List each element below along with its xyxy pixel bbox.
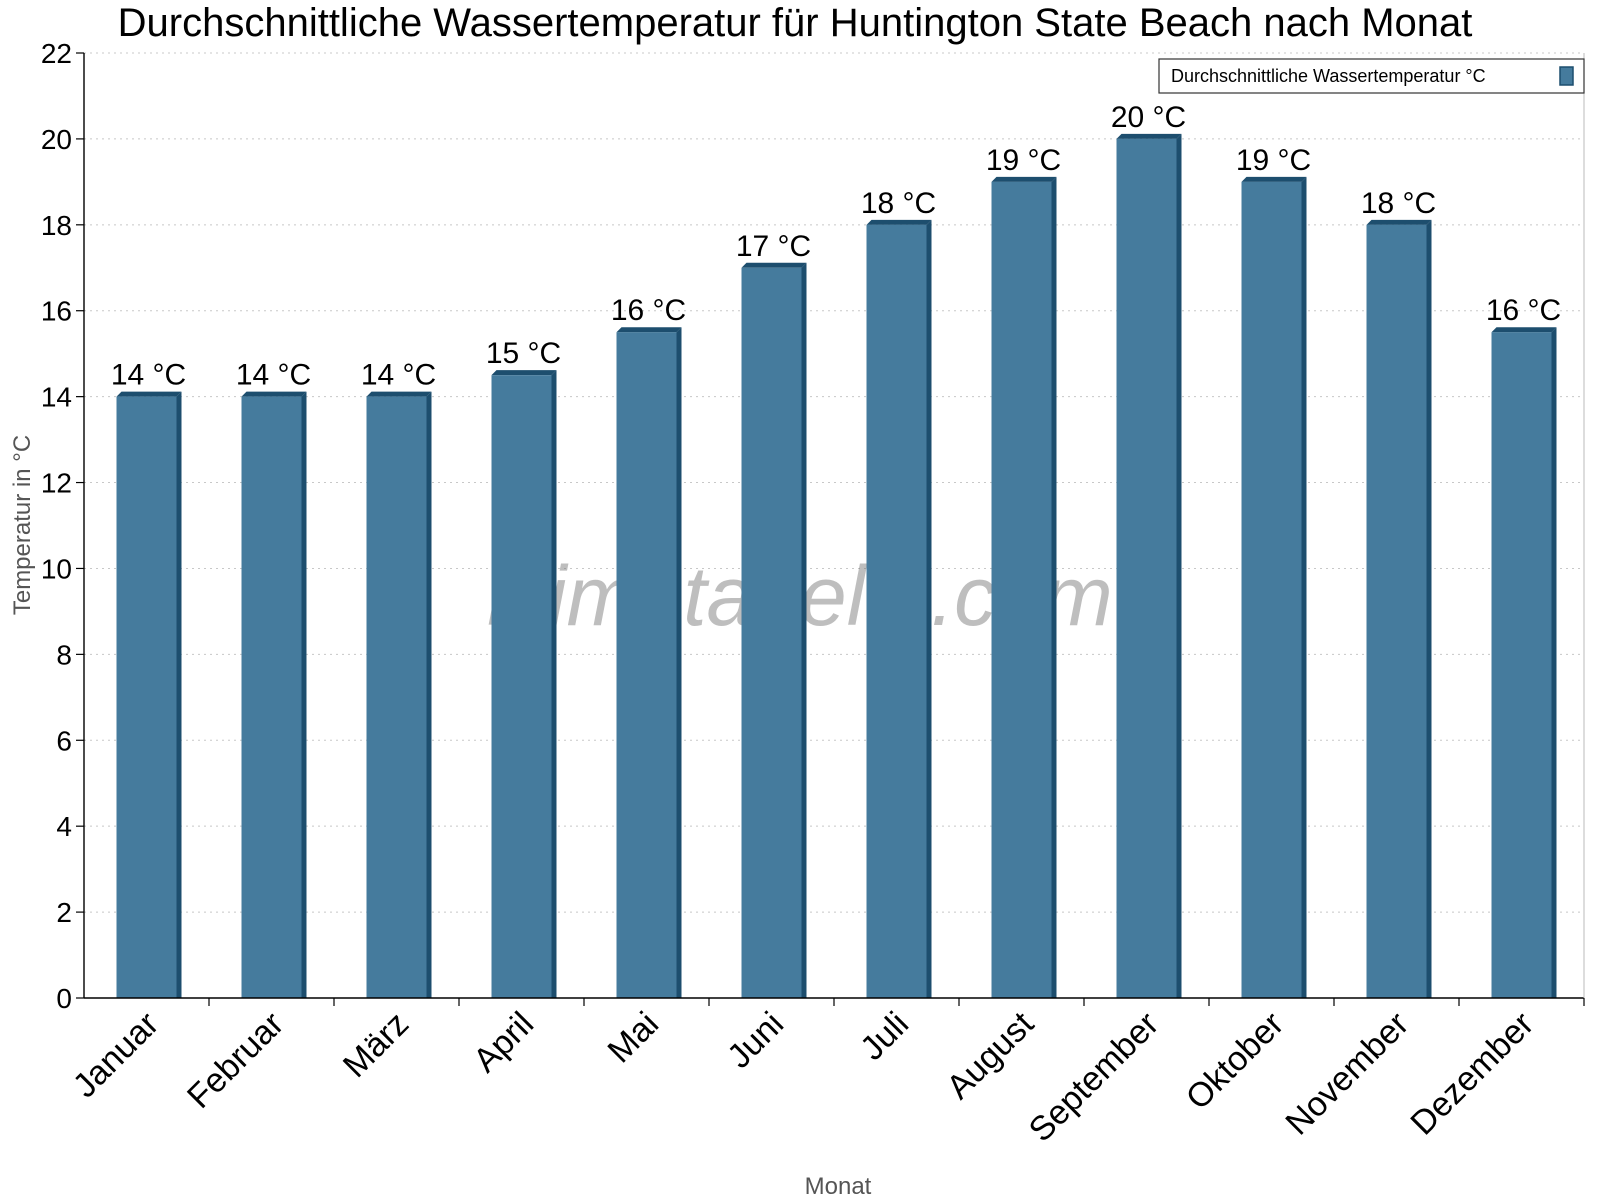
bar-front bbox=[1491, 332, 1552, 998]
bar-top bbox=[991, 176, 1057, 182]
y-tick-label: 10 bbox=[41, 553, 72, 584]
bar-top bbox=[491, 370, 557, 376]
data-label: 17 °C bbox=[736, 230, 811, 263]
data-label: 15 °C bbox=[486, 337, 561, 370]
bar-side bbox=[1051, 176, 1057, 998]
bars bbox=[116, 133, 1557, 999]
bar-top bbox=[741, 262, 807, 268]
y-tick-label: 18 bbox=[41, 210, 72, 241]
bar-side bbox=[1551, 327, 1557, 998]
bar-top bbox=[116, 391, 182, 397]
data-label: 20 °C bbox=[1111, 101, 1186, 134]
gridlines bbox=[84, 52, 1584, 913]
bar-side bbox=[676, 327, 682, 998]
bar-front bbox=[1241, 181, 1302, 998]
bar-9 bbox=[1116, 133, 1182, 999]
bar-top bbox=[241, 391, 307, 397]
bar-front bbox=[741, 267, 802, 999]
bar-4 bbox=[491, 370, 557, 999]
legend: Durchschnittliche Wassertemperatur °C bbox=[1158, 58, 1585, 94]
axes bbox=[76, 52, 1585, 1006]
y-tick-label: 22 bbox=[41, 38, 72, 69]
bar-7 bbox=[866, 219, 932, 998]
x-tick-label: Juni bbox=[720, 1005, 791, 1076]
bar-top bbox=[616, 327, 682, 333]
bar-front bbox=[866, 224, 927, 998]
y-tick-labels: 0 2 4 6 8 10 12 14 16 18 20 22 bbox=[41, 38, 72, 1014]
y-axis-label: Temperatur in °C bbox=[9, 435, 36, 615]
legend-swatch bbox=[1559, 66, 1574, 86]
bar-11 bbox=[1366, 219, 1432, 998]
y-tick-label: 16 bbox=[41, 296, 72, 327]
y-tick-label: 4 bbox=[56, 811, 72, 842]
x-tick-labels: Januar Februar März April Mai Juni Juli AugustS… bbox=[66, 1004, 1541, 1149]
bar-top bbox=[366, 391, 432, 397]
y-tick-label: 6 bbox=[56, 725, 72, 756]
bar-front bbox=[491, 375, 552, 999]
bar-side bbox=[1301, 176, 1307, 998]
bar-side bbox=[801, 262, 807, 999]
data-label: 16 °C bbox=[611, 294, 686, 327]
x-tick-label: November bbox=[1278, 1005, 1416, 1143]
bar-10 bbox=[1241, 176, 1307, 998]
y-tick-label: 12 bbox=[41, 468, 72, 499]
x-tick-label: Oktober bbox=[1179, 1005, 1291, 1117]
data-label: 18 °C bbox=[1361, 187, 1436, 220]
data-labels: 14 °C 14 °C 14 °C 15 °C 16 °C 17 °C 18 °C 19 °C… bbox=[111, 101, 1561, 392]
bar-5 bbox=[616, 327, 682, 998]
data-label: 14 °C bbox=[111, 359, 186, 392]
x-tick-label: Dezember bbox=[1403, 1005, 1541, 1143]
data-label: 18 °C bbox=[861, 187, 936, 220]
bar-3 bbox=[366, 391, 432, 998]
bar-top bbox=[866, 219, 932, 225]
x-tick-label: März bbox=[336, 1005, 416, 1085]
bar-front bbox=[1366, 224, 1427, 998]
x-tick-label: September bbox=[1022, 1005, 1166, 1149]
x-tick-label: April bbox=[466, 1005, 541, 1080]
bar-side bbox=[426, 391, 432, 998]
data-label: 19 °C bbox=[986, 144, 1061, 177]
bar-front bbox=[616, 332, 677, 998]
data-label: 16 °C bbox=[1486, 294, 1561, 327]
x-tick-label: Januar bbox=[66, 1005, 166, 1105]
bar-front bbox=[116, 396, 177, 998]
bar-front bbox=[241, 396, 302, 998]
data-label: 14 °C bbox=[361, 359, 436, 392]
chart-title: Durchschnittliche Wassertemperatur für H… bbox=[118, 1, 1473, 45]
x-axis-label: Monat bbox=[805, 1173, 872, 1200]
bar-6 bbox=[741, 262, 807, 999]
bar-front bbox=[991, 181, 1052, 998]
legend-box bbox=[1158, 58, 1585, 94]
bar-12 bbox=[1491, 327, 1557, 998]
y-tick-label: 14 bbox=[41, 382, 72, 413]
legend-label: Durchschnittliche Wassertemperatur °C bbox=[1171, 66, 1486, 86]
bar-2 bbox=[241, 391, 307, 998]
y-tick-label: 20 bbox=[41, 124, 72, 155]
bar-side bbox=[301, 391, 307, 998]
bar-top bbox=[1491, 327, 1557, 333]
bar-1 bbox=[116, 391, 182, 998]
x-tick-label: Juli bbox=[853, 1005, 916, 1068]
bar-top bbox=[1366, 219, 1432, 225]
bar-top bbox=[1116, 133, 1182, 139]
bar-side bbox=[1426, 219, 1432, 998]
bar-front bbox=[1116, 138, 1177, 999]
bar-side bbox=[176, 391, 182, 998]
x-tick-label: August bbox=[939, 1004, 1041, 1106]
bar-side bbox=[926, 219, 932, 998]
bar-8 bbox=[991, 176, 1057, 998]
data-label: 19 °C bbox=[1236, 144, 1311, 177]
bar-side bbox=[551, 370, 557, 999]
y-tick-label: 2 bbox=[56, 897, 72, 928]
bar-front bbox=[366, 396, 427, 998]
x-tick-label: Mai bbox=[601, 1005, 667, 1071]
x-tick-label: Februar bbox=[180, 1005, 291, 1116]
bar-side bbox=[1176, 133, 1182, 999]
data-label: 14 °C bbox=[236, 359, 311, 392]
bar-top bbox=[1241, 176, 1307, 182]
y-tick-label: 8 bbox=[56, 639, 72, 670]
y-tick-label: 0 bbox=[56, 983, 72, 1014]
